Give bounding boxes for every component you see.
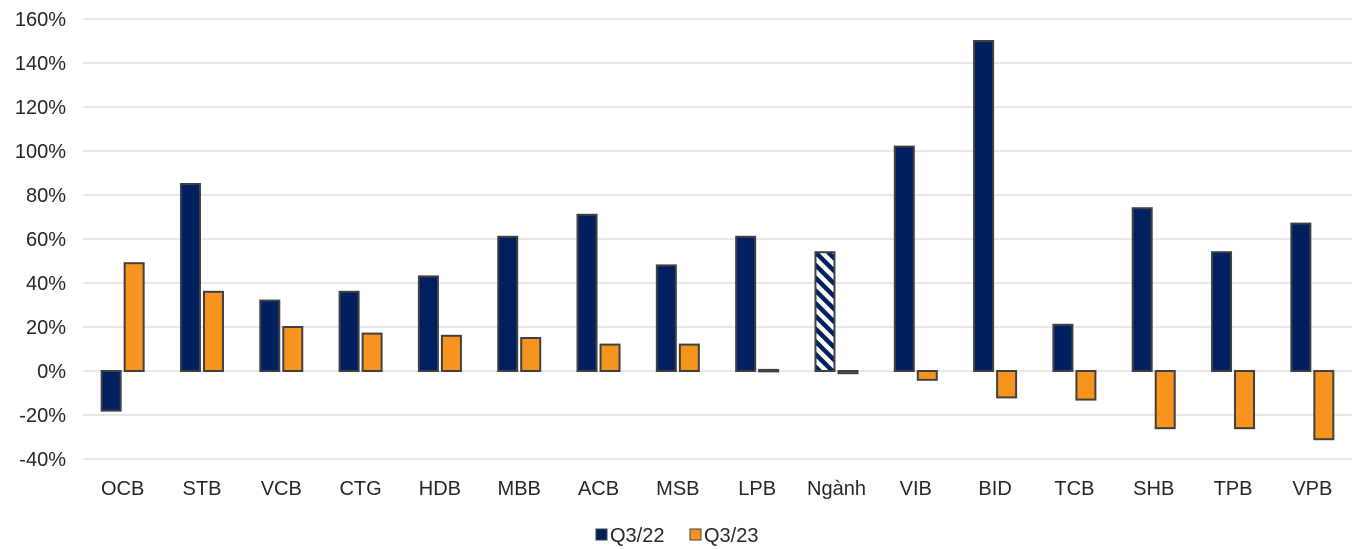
y-tick-label: 100%	[15, 141, 66, 163]
y-tick-label: 120%	[15, 97, 66, 119]
bar-acb-q3-22	[576, 213, 598, 372]
legend: Q3/22 Q3/23	[595, 525, 758, 547]
bar-ocb-q3-23	[123, 262, 145, 373]
bar-vib-q3-22	[893, 145, 915, 372]
x-tick-label: TCB	[1054, 478, 1094, 500]
x-tick-label: ACB	[578, 478, 619, 500]
x-tick-label: OCB	[101, 478, 144, 500]
bar-vcb-q3-22	[259, 299, 281, 373]
bar-stb-q3-23	[202, 290, 224, 372]
bar-vpb-q3-22	[1290, 222, 1312, 372]
legend-swatch	[595, 528, 608, 541]
bar-bid-q3-23	[996, 370, 1018, 399]
bar-mbb-q3-23	[520, 337, 542, 372]
y-tick-label: 80%	[26, 185, 66, 207]
bar-vcb-q3-23	[282, 326, 304, 372]
bar-stb-q3-22	[179, 183, 201, 372]
y-tick-label: 160%	[15, 9, 66, 31]
bar-hdb-q3-22	[417, 275, 439, 372]
x-tick-label: HDB	[419, 478, 461, 500]
bar-tpb-q3-23	[1234, 370, 1256, 430]
bar-ocb-q3-22	[100, 370, 122, 412]
x-tick-label: MSB	[656, 478, 699, 500]
y-tick-label: -20%	[19, 405, 66, 427]
bar-mbb-q3-22	[497, 235, 519, 372]
x-tick-label: STB	[183, 478, 222, 500]
bar-lpb-q3-23	[758, 368, 780, 373]
y-tick-label: 60%	[26, 229, 66, 251]
bar-vib-q3-23	[916, 370, 938, 381]
bar-tpb-q3-22	[1211, 251, 1233, 372]
x-tick-label: TPB	[1214, 478, 1253, 500]
bar-hdb-q3-23	[440, 334, 462, 372]
bars	[100, 40, 1335, 441]
bar-lpb-q3-22	[735, 235, 757, 372]
bar-msb-q3-23	[678, 343, 700, 373]
y-tick-label: 140%	[15, 53, 66, 75]
bar-shb-q3-23	[1154, 370, 1176, 430]
legend-swatch	[689, 528, 702, 541]
bar-vpb-q3-23	[1313, 370, 1335, 441]
y-tick-label: 40%	[26, 273, 66, 295]
bar-tcb-q3-22	[1052, 323, 1074, 372]
bar-acb-q3-23	[599, 343, 621, 373]
x-tick-label: SHB	[1133, 478, 1174, 500]
bar-ctg-q3-22	[338, 290, 360, 372]
bar-ngành-q3-23	[837, 370, 859, 375]
x-tick-label: MBB	[498, 478, 541, 500]
bar-ctg-q3-23	[361, 332, 383, 373]
legend-label: Q3/23	[704, 525, 758, 547]
bar-shb-q3-22	[1131, 207, 1153, 372]
bar-bid-q3-22	[973, 40, 995, 372]
x-axis-ticks: OCB STB VCB CTG HDB MBB ACB MSB LPB Ngành VIB BID TC…	[101, 478, 1332, 500]
bar-tcb-q3-23	[1075, 370, 1097, 401]
bar-ngành-q3-22	[814, 251, 836, 372]
x-tick-label: VIB	[900, 478, 932, 500]
y-tick-label: 20%	[26, 317, 66, 339]
x-tick-label: LPB	[738, 478, 776, 500]
legend-label: Q3/22	[610, 525, 664, 547]
x-tick-label: BID	[978, 478, 1011, 500]
x-tick-label: CTG	[339, 478, 381, 500]
y-tick-label: -40%	[19, 449, 66, 471]
x-tick-label: VCB	[261, 478, 302, 500]
bar-msb-q3-22	[655, 264, 677, 372]
x-tick-label: Ngành	[807, 478, 866, 500]
y-axis-ticks: -40% -20% 0% 20% 40% 60% 80% 100% 120% 140% 160%	[15, 9, 66, 471]
y-tick-label: 0%	[37, 361, 66, 383]
x-tick-label: VPB	[1292, 478, 1332, 500]
